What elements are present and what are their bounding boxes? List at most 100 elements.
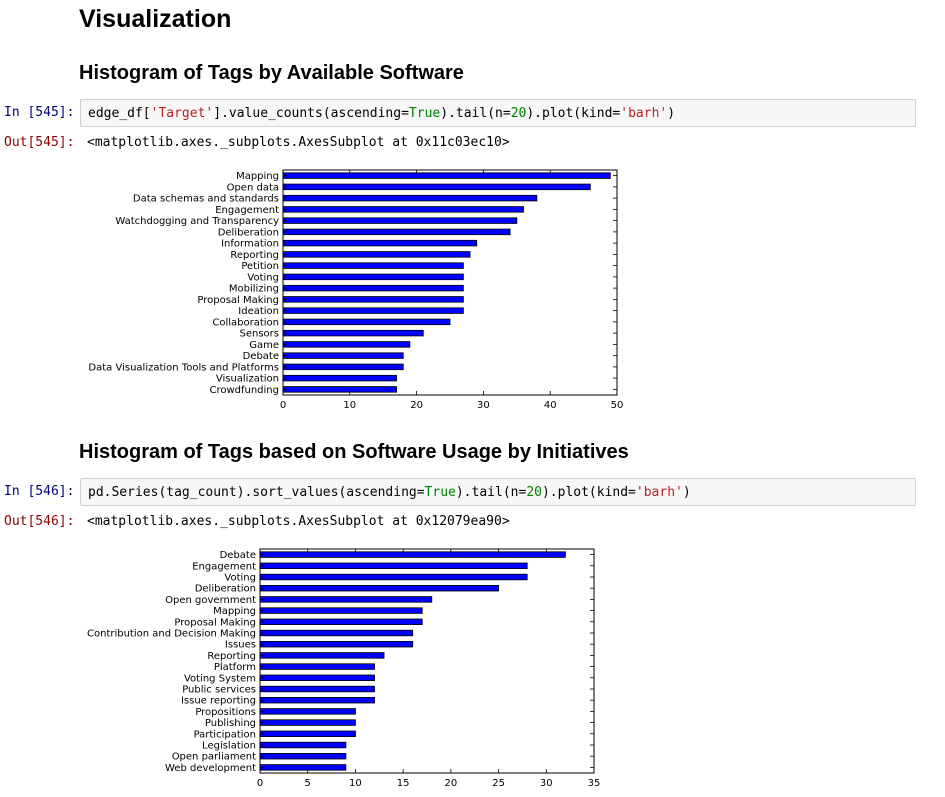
bar-information bbox=[282, 239, 478, 247]
y-tick-label: Petition bbox=[241, 261, 279, 272]
code-token: pd.Series(tag_count).sort_values(ascendi… bbox=[88, 485, 425, 500]
input-prompt-545: In [545]: bbox=[4, 105, 75, 120]
bar-web-development bbox=[259, 764, 347, 771]
bar-game bbox=[282, 341, 411, 348]
y-tick-label: Mapping bbox=[213, 606, 256, 617]
y-tick-label: Legislation bbox=[202, 741, 256, 752]
y-tick-label: Crowdfunding bbox=[209, 385, 279, 396]
y-tick-label: Mapping bbox=[236, 171, 279, 182]
code-string: 'barh' bbox=[635, 485, 683, 500]
y-tick-label: Open government bbox=[165, 595, 256, 606]
y-tick-label: Participation bbox=[194, 729, 256, 740]
bar-collaboration bbox=[282, 318, 451, 326]
x-tick-label: 40 bbox=[544, 400, 557, 411]
y-tick-label: Engagement bbox=[215, 205, 279, 216]
y-tick-label: Platform bbox=[214, 662, 256, 673]
x-tick-label: 10 bbox=[349, 778, 362, 789]
bar-visualization bbox=[282, 374, 397, 382]
y-tick-label: Public services bbox=[182, 685, 256, 696]
code-token: ].value_counts(ascending= bbox=[213, 106, 409, 121]
y-tick-label: Data schemas and standards bbox=[133, 194, 279, 205]
bar-legislation bbox=[259, 741, 347, 749]
bar-voting bbox=[282, 273, 464, 281]
bar-mobilizing bbox=[282, 284, 464, 292]
bar-petition bbox=[282, 262, 464, 269]
bar-issue-reporting bbox=[259, 696, 375, 704]
x-tick-label: 15 bbox=[397, 778, 410, 789]
y-tick-label: Ideation bbox=[238, 306, 279, 317]
y-tick-label: Watchdogging and Transparency bbox=[115, 216, 279, 227]
y-tick-label: Deliberation bbox=[218, 227, 279, 238]
y-tick-label: Publishing bbox=[205, 718, 256, 729]
y-tick-label: Issues bbox=[225, 640, 256, 651]
axes-frame bbox=[282, 169, 618, 396]
y-tick-label: Reporting bbox=[207, 651, 256, 662]
output-text-546: <matplotlib.axes._subplots.AxesSubplot a… bbox=[87, 514, 510, 529]
code-cell-546[interactable]: pd.Series(tag_count).sort_values(ascendi… bbox=[80, 478, 916, 506]
x-tick-label: 50 bbox=[611, 400, 624, 411]
bar-open-government bbox=[259, 596, 433, 603]
output-prompt-546: Out[546]: bbox=[4, 514, 75, 529]
code-token: ).plot(kind= bbox=[541, 485, 636, 500]
code-token: ).plot(kind= bbox=[526, 106, 621, 121]
x-tick-label: 30 bbox=[540, 778, 553, 789]
y-tick-label: Voting bbox=[247, 272, 279, 283]
y-tick-label: Proposal Making bbox=[197, 295, 279, 306]
x-tick-label: 10 bbox=[343, 400, 356, 411]
page-title: Visualization bbox=[79, 5, 232, 33]
bar-data-schemas-and-standards bbox=[282, 194, 538, 202]
bar-participation bbox=[259, 730, 356, 737]
y-tick-label: Open parliament bbox=[172, 752, 256, 763]
bar-publishing bbox=[259, 719, 356, 726]
x-tick-label: 0 bbox=[280, 400, 286, 411]
code-cell-545[interactable]: edge_df['Target'].value_counts(ascending… bbox=[80, 99, 916, 127]
input-prompt-546: In [546]: bbox=[4, 484, 75, 499]
y-tick-label: Mobilizing bbox=[229, 284, 279, 295]
x-tick-label: 20 bbox=[444, 778, 457, 789]
y-tick-label: Game bbox=[249, 340, 279, 351]
x-tick-label: 20 bbox=[410, 400, 423, 411]
bar-reporting bbox=[259, 652, 385, 659]
section-heading-2: Histogram of Tags based on Software Usag… bbox=[79, 441, 629, 463]
bar-voting-system bbox=[259, 674, 375, 681]
bar-mapping bbox=[282, 172, 611, 179]
y-tick-label: Sensors bbox=[240, 329, 280, 340]
y-tick-label: Issue reporting bbox=[181, 696, 256, 707]
code-token: ) bbox=[682, 485, 691, 500]
bar-watchdogging-and-transparency bbox=[282, 217, 518, 224]
code-token: ).tail(n= bbox=[440, 106, 511, 121]
bar-voting bbox=[259, 573, 528, 581]
code-string: 'barh' bbox=[620, 106, 668, 121]
bar-ideation bbox=[282, 307, 464, 314]
code-keyword: True bbox=[424, 485, 456, 500]
code-token: ).tail(n= bbox=[455, 485, 527, 500]
bar-public-services bbox=[259, 685, 375, 693]
y-tick-label: Debate bbox=[243, 351, 279, 362]
y-tick-label: Reporting bbox=[230, 250, 279, 261]
y-tick-label: Data Visualization Tools and Platforms bbox=[88, 362, 279, 373]
bar-sensors bbox=[282, 329, 424, 337]
y-tick-label: Propositions bbox=[195, 707, 256, 718]
bar-open-data bbox=[282, 183, 591, 191]
bar-contribution-and-decision-making bbox=[259, 629, 414, 637]
y-tick-label: Collaboration bbox=[212, 317, 279, 328]
code-keyword: True bbox=[408, 106, 441, 121]
bar-engagement bbox=[282, 206, 524, 213]
code-token: edge_df[ bbox=[88, 106, 151, 121]
bar-open-parliament bbox=[259, 752, 347, 760]
code-token: ) bbox=[667, 106, 676, 121]
y-tick-label: Visualization bbox=[216, 374, 279, 385]
bar-platform bbox=[259, 663, 375, 670]
x-tick-label: 5 bbox=[305, 778, 311, 789]
y-tick-label: Contribution and Decision Making bbox=[87, 629, 256, 640]
bar-deliberation bbox=[282, 228, 511, 236]
bar-mapping bbox=[259, 607, 423, 614]
x-tick-label: 0 bbox=[257, 778, 263, 789]
x-tick-label: 25 bbox=[492, 778, 505, 789]
axes-frame bbox=[259, 548, 595, 774]
output-text-545: <matplotlib.axes._subplots.AxesSubplot a… bbox=[87, 135, 510, 150]
bar-engagement bbox=[259, 562, 528, 569]
y-tick-label: Information bbox=[221, 239, 279, 250]
